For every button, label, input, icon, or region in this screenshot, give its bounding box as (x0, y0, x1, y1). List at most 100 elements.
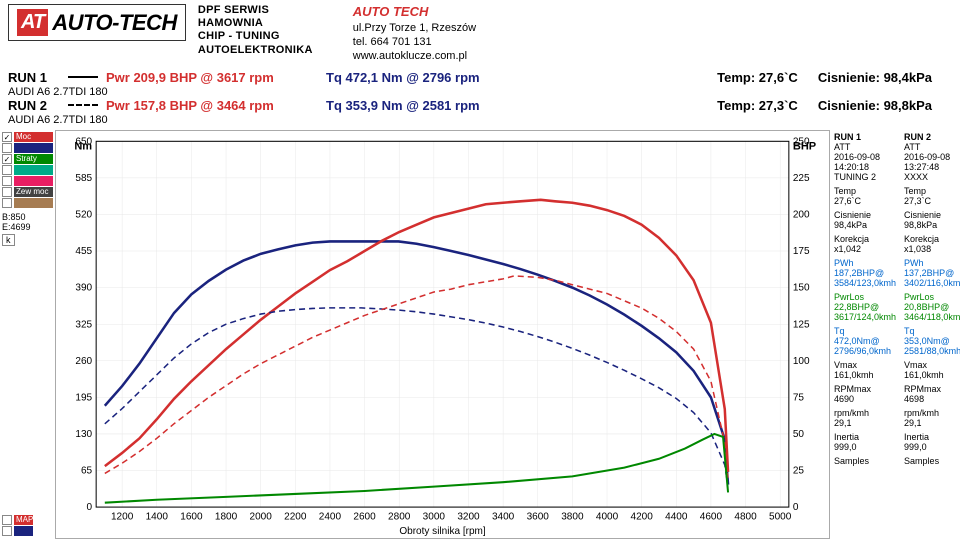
ri-temp-label: Temp (834, 186, 896, 196)
ri-press: 98,8kPa (904, 220, 960, 230)
svg-text:4000: 4000 (596, 511, 619, 522)
svg-text:175: 175 (793, 246, 810, 257)
service-item: DPF SERWIS (198, 4, 313, 17)
ri-att: ATT (904, 142, 960, 152)
legend-checkbox[interactable]: ✓ (2, 132, 12, 142)
ri-run-header: RUN 1 (834, 132, 896, 142)
svg-text:1400: 1400 (146, 511, 169, 522)
svg-text:195: 195 (75, 392, 92, 403)
ri-temp: 27,3`C (904, 196, 960, 206)
svg-text:0: 0 (793, 502, 799, 513)
run-power: Pwr 209,9 BHP @ 3617 rpm (106, 70, 326, 85)
ri-inertia: 999,0 (834, 442, 896, 452)
svg-text:1800: 1800 (215, 511, 238, 522)
svg-text:4800: 4800 (734, 511, 757, 522)
contact-tel: tel. 664 701 131 (353, 35, 476, 49)
k-box[interactable]: k (2, 234, 15, 246)
run-line-sample (68, 76, 98, 78)
legend-checkbox[interactable] (2, 526, 12, 536)
svg-text:1600: 1600 (180, 511, 203, 522)
svg-text:325: 325 (75, 319, 92, 330)
legend-checkbox[interactable] (2, 198, 12, 208)
ri-pwh: 137,2BHP@ (904, 268, 960, 278)
svg-text:50: 50 (793, 429, 804, 440)
svg-text:4400: 4400 (665, 511, 688, 522)
ri-tq: 353,0Nm@ (904, 336, 960, 346)
ri-time: 14:20:18 (834, 162, 896, 172)
ri-inertia-label: Inertia (834, 432, 896, 442)
ri-pwh2: 3584/123,0kmh (834, 278, 896, 288)
run-line-sample (68, 104, 98, 106)
svg-text:225: 225 (793, 173, 810, 184)
ri-pwh-label: PWh (904, 258, 960, 268)
ri-pwrl: 22,8BHP@ (834, 302, 896, 312)
ri-tq2: 2581/88,0kmh (904, 346, 960, 356)
ri-pwh2: 3402/116,0kmh (904, 278, 960, 288)
legend-checkbox[interactable] (2, 515, 12, 525)
legend-swatch (14, 526, 33, 536)
run-label: RUN 2 (8, 98, 68, 113)
svg-text:BHP: BHP (793, 140, 817, 152)
svg-text:2200: 2200 (284, 511, 307, 522)
svg-text:100: 100 (793, 356, 810, 367)
svg-text:3200: 3200 (457, 511, 480, 522)
left-legend: ✓Moc✓StratyZew moc strB:850E:4699k (0, 130, 55, 539)
run-power: Pwr 157,8 BHP @ 3464 rpm (106, 98, 326, 113)
svg-text:150: 150 (793, 283, 810, 294)
contact-name: AUTO TECH (353, 4, 476, 21)
ri-att: ATT (834, 142, 896, 152)
ri-press-label: Cisnienie (834, 210, 896, 220)
ri-run-header: RUN 2 (904, 132, 960, 142)
run-car: AUDI A6 2.7TDI 180 (8, 114, 952, 126)
ri-temp-label: Temp (904, 186, 960, 196)
ri-rpmk: 29,1 (834, 418, 896, 428)
legend-checkbox[interactable] (2, 176, 12, 186)
ri-pwrl: 20,8BHP@ (904, 302, 960, 312)
legend-checkbox[interactable] (2, 165, 12, 175)
svg-text:1200: 1200 (111, 511, 134, 522)
svg-text:2000: 2000 (250, 511, 273, 522)
ri-press-label: Cisnienie (904, 210, 960, 220)
contact-block: AUTO TECH ul.Przy Torze 1, Rzeszów tel. … (353, 4, 476, 64)
ri-tq2: 2796/96,0kmh (834, 346, 896, 356)
ri-rpmmax-label: RPMmax (834, 384, 896, 394)
ri-rpmk-label: rpm/kmh (904, 408, 960, 418)
svg-text:2400: 2400 (319, 511, 342, 522)
ri-pwh-label: PWh (834, 258, 896, 268)
svg-text:25: 25 (793, 465, 804, 476)
legend-swatch: Zew moc str (14, 187, 53, 197)
svg-text:520: 520 (75, 209, 92, 220)
svg-text:Obroty silnika [rpm]: Obroty silnika [rpm] (399, 526, 486, 537)
contact-addr: ul.Przy Torze 1, Rzeszów (353, 21, 476, 35)
main-area: ✓Moc✓StratyZew moc strB:850E:4699k 12001… (0, 130, 960, 539)
run-torque: Tq 472,1 Nm @ 2796 rpm (326, 70, 546, 85)
ri-date: 2016-09-08 (834, 152, 896, 162)
service-item: AUTOELEKTRONIKA (198, 44, 313, 57)
services-list: DPF SERWIS HAMOWNIA CHIP - TUNING AUTOEL… (198, 4, 313, 57)
b-value: B:850 (2, 212, 53, 222)
ri-pwrl-label: PwrLos (834, 292, 896, 302)
legend-swatch (14, 198, 53, 208)
svg-text:455: 455 (75, 246, 92, 257)
ri-kor-label: Korekcja (834, 234, 896, 244)
ri-kor: x1,038 (904, 244, 960, 254)
e-value: E:4699 (2, 222, 53, 232)
run-env: Temp: 27,6`CCisnienie: 98,4kPa (717, 70, 952, 85)
run-torque: Tq 353,9 Nm @ 2581 rpm (326, 98, 546, 113)
ri-time: 13:27:48 (904, 162, 960, 172)
svg-text:390: 390 (75, 283, 92, 294)
ri-vmax: 161,0kmh (834, 370, 896, 380)
runs-summary: RUN 1 Pwr 209,9 BHP @ 3617 rpm Tq 472,1 … (0, 68, 960, 128)
ri-tune: TUNING 2 (834, 172, 896, 182)
ri-kor-label: Korekcja (904, 234, 960, 244)
bottom-legend: MAP (2, 515, 33, 537)
legend-checkbox[interactable]: ✓ (2, 154, 12, 164)
ri-vmax: 161,0kmh (904, 370, 960, 380)
ri-pwh: 187,2BHP@ (834, 268, 896, 278)
svg-text:Nm: Nm (74, 140, 92, 152)
legend-checkbox[interactable] (2, 187, 12, 197)
svg-text:3400: 3400 (492, 511, 515, 522)
ri-date: 2016-09-08 (904, 152, 960, 162)
ri-pwrl2: 3464/118,0kmh (904, 312, 960, 322)
legend-checkbox[interactable] (2, 143, 12, 153)
